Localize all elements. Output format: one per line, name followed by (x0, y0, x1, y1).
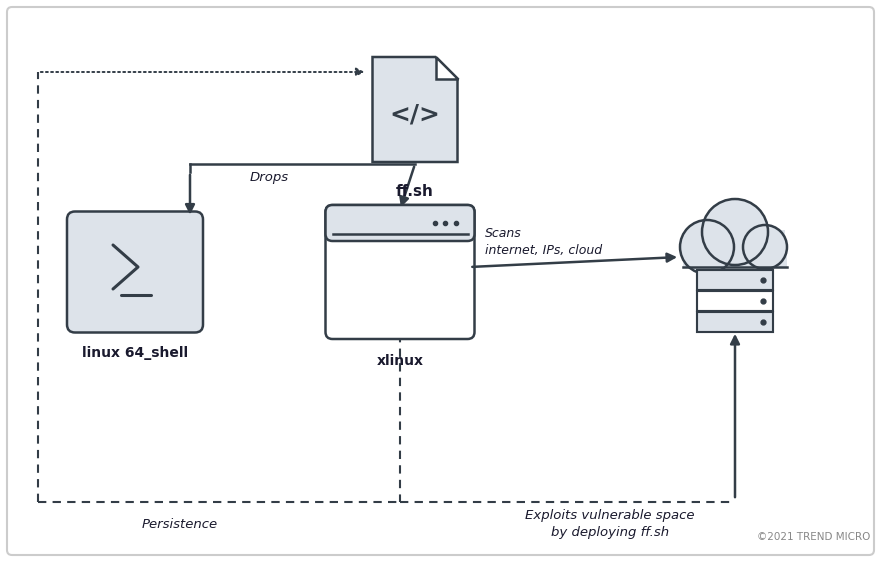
Bar (685, 230, 785, 265)
Text: Persistence: Persistence (142, 518, 218, 531)
Bar (697, 312, 773, 332)
FancyBboxPatch shape (325, 205, 475, 339)
FancyBboxPatch shape (325, 205, 475, 241)
Text: Scans
internet, IPs, cloud: Scans internet, IPs, cloud (485, 227, 602, 257)
Polygon shape (373, 57, 457, 162)
FancyBboxPatch shape (67, 211, 203, 333)
Text: xlinux: xlinux (376, 354, 424, 368)
Text: Exploits vulnerable space
by deploying ff.sh: Exploits vulnerable space by deploying f… (525, 509, 695, 539)
Text: Drops: Drops (250, 170, 289, 184)
Circle shape (743, 225, 787, 269)
Bar (683, 245, 787, 267)
Text: ff.sh: ff.sh (396, 184, 434, 199)
Text: linux 64_shell: linux 64_shell (82, 347, 188, 360)
Text: </>: </> (389, 103, 440, 127)
Bar (697, 270, 773, 290)
Polygon shape (435, 57, 457, 79)
Text: ©2021 TREND MICRO: ©2021 TREND MICRO (757, 532, 870, 542)
Bar (697, 291, 773, 311)
Circle shape (702, 199, 768, 265)
Circle shape (680, 220, 734, 274)
Bar (332, 223, 468, 234)
